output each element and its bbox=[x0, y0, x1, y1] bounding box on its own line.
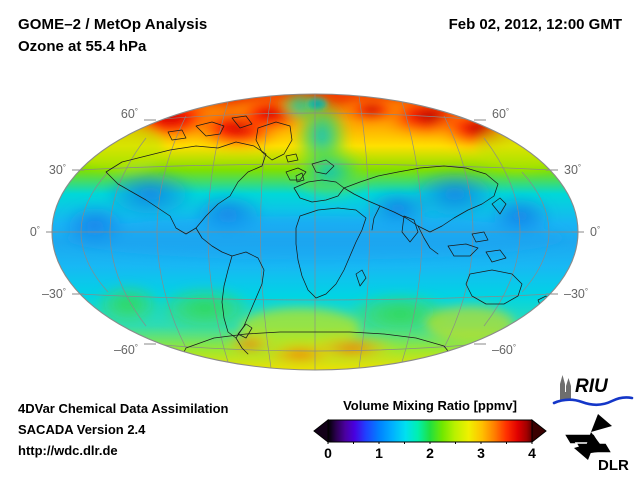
degree-symbol: ° bbox=[135, 107, 138, 116]
degree-symbol: ° bbox=[578, 163, 581, 172]
degree-symbol: ° bbox=[63, 163, 66, 172]
lat-label-left-m30: –30 bbox=[42, 287, 63, 301]
cathedral-icon bbox=[560, 375, 571, 400]
lat-labels-right: 60° 30° 0° –30° –60° bbox=[492, 107, 600, 357]
lat-label-left-30: 30 bbox=[49, 163, 63, 177]
footer-credits: 4DVar Chemical Data Assimilation SACADA … bbox=[18, 398, 229, 461]
colorbar-ticks bbox=[327, 442, 533, 444]
ozone-map-panel: 60° 30° 0° –30° –60° 60° 30° 0 bbox=[0, 76, 640, 386]
timestamp-label: Feb 02, 2012, 12:00 GMT bbox=[448, 16, 622, 33]
colorbar-scale bbox=[313, 418, 547, 444]
svg-text:60°: 60° bbox=[121, 107, 138, 121]
degree-symbol: ° bbox=[37, 225, 40, 234]
colorbar-tick-2: 2 bbox=[426, 445, 434, 461]
riu-logo-text: RIU bbox=[575, 376, 609, 397]
degree-symbol: ° bbox=[513, 343, 516, 352]
colorbar-tick-1: 1 bbox=[375, 445, 383, 461]
svg-text:60°: 60° bbox=[492, 107, 509, 121]
dlr-logo-text: DLR bbox=[598, 457, 629, 474]
svg-text:–60°: –60° bbox=[492, 343, 516, 357]
colorbar-tick-3: 3 bbox=[477, 445, 485, 461]
colorbar-tick-labels: 0 1 2 3 4 bbox=[312, 445, 548, 463]
colorbar-extend-high-arrow bbox=[531, 418, 547, 444]
svg-text:–30°: –30° bbox=[42, 287, 66, 301]
svg-text:–30°: –30° bbox=[564, 287, 588, 301]
lat-ticks bbox=[46, 119, 584, 345]
page-subtitle: Ozone at 55.4 hPa bbox=[18, 38, 147, 55]
degree-symbol: ° bbox=[63, 287, 66, 296]
svg-text:–60°: –60° bbox=[114, 343, 138, 357]
page-title: GOME–2 / MetOp Analysis bbox=[18, 16, 208, 33]
svg-text:0°: 0° bbox=[30, 225, 40, 239]
lat-label-right-30: 30 bbox=[564, 163, 578, 177]
lat-label-left-m60: –60 bbox=[114, 343, 135, 357]
degree-symbol: ° bbox=[585, 287, 588, 296]
lat-label-right-60: 60 bbox=[492, 107, 506, 121]
dlr-star-icon bbox=[562, 414, 614, 460]
lat-label-left-60: 60 bbox=[121, 107, 135, 121]
riu-wave-icon bbox=[552, 396, 634, 407]
colorbar-gradient bbox=[327, 419, 533, 443]
colorbar-extend-low-arrow bbox=[313, 418, 329, 444]
colorbar-tick-0: 0 bbox=[324, 445, 332, 461]
riu-logo[interactable]: RIU bbox=[552, 370, 636, 410]
dlr-logo[interactable]: DLR bbox=[558, 412, 636, 474]
footer-line-version: SACADA Version 2.4 bbox=[18, 422, 146, 437]
svg-text:30°: 30° bbox=[564, 163, 581, 177]
footer-line-url[interactable]: http://wdc.dlr.de bbox=[18, 443, 118, 458]
lat-labels-left: 60° 30° 0° –30° –60° bbox=[30, 107, 138, 357]
svg-text:30°: 30° bbox=[49, 163, 66, 177]
colorbar: Volume Mixing Ratio [ppmv] bbox=[312, 398, 548, 463]
colorbar-title: Volume Mixing Ratio [ppmv] bbox=[343, 398, 517, 413]
degree-symbol: ° bbox=[135, 343, 138, 352]
ozone-field bbox=[52, 94, 578, 370]
lat-label-right-0: 0 bbox=[590, 225, 597, 239]
footer-line-method: 4DVar Chemical Data Assimilation bbox=[18, 401, 229, 416]
degree-symbol: ° bbox=[597, 225, 600, 234]
colorbar-tick-4: 4 bbox=[528, 445, 536, 461]
lat-label-right-m30: –30 bbox=[564, 287, 585, 301]
graticule bbox=[52, 94, 578, 370]
lat-label-left-0: 0 bbox=[30, 225, 37, 239]
ozone-map: 60° 30° 0° –30° –60° 60° 30° 0 bbox=[30, 93, 600, 371]
lat-label-right-m60: –60 bbox=[492, 343, 513, 357]
svg-text:0°: 0° bbox=[590, 225, 600, 239]
degree-symbol: ° bbox=[506, 107, 509, 116]
